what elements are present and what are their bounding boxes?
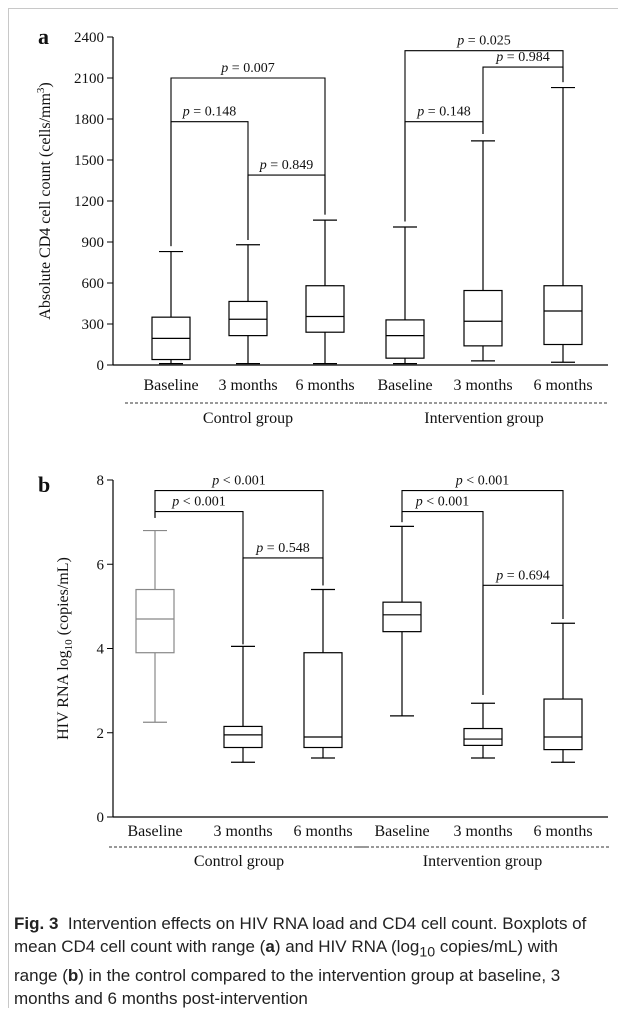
panel-a-label: a bbox=[38, 24, 49, 49]
caption-subscript: 10 bbox=[419, 944, 436, 961]
panel-b-box-4-iqr-rect bbox=[382, 601, 422, 633]
panel-a-y-tick-label-2100: 2100 bbox=[74, 71, 104, 87]
panel-a-y-tick-label-1800: 1800 bbox=[74, 112, 104, 128]
panel-a-comparison-3-bracket bbox=[247, 174, 326, 240]
panel-a-category-label-2: 3 months bbox=[218, 377, 277, 394]
caption-text-2: ) and HIV RNA (log bbox=[274, 937, 420, 956]
panel-b-y-tick-label-8: 8 bbox=[97, 473, 105, 489]
panel-b-box-1-iqr-rect bbox=[135, 588, 175, 654]
panel-b-comparison-4-p-value-label: p < 0.001 bbox=[455, 474, 509, 489]
panel-a-y-tick-label-600: 600 bbox=[82, 276, 105, 292]
boxplot-figure: a 0 300 600 900 1200 1500 1800 2100 2400 Absolute … bbox=[35, 24, 609, 870]
panel-a-box-4-iqr-rect bbox=[385, 319, 425, 359]
panel-b-category-label-2: 3 months bbox=[213, 823, 272, 840]
panel-a-comparison-2-p-value-label: p = 0.148 bbox=[182, 105, 236, 120]
panel-b-category-label-3: 6 months bbox=[293, 823, 352, 840]
panel-a-comparison-5-p-value-label: p = 0.148 bbox=[416, 105, 470, 120]
panel-b-y-axis-label: HIV RNA log10 (copies/mL) bbox=[55, 557, 75, 740]
panel-a-category-label-4: Baseline bbox=[377, 377, 432, 394]
panel-a-y-tick-label-0: 0 bbox=[97, 358, 105, 374]
panel-b-y-tick-label-4: 4 bbox=[97, 642, 105, 658]
panel-a-comparison-5-bracket bbox=[404, 121, 484, 222]
panel-a-box-3-iqr-rect bbox=[305, 285, 345, 333]
figure-border-top bbox=[8, 8, 618, 9]
panel-a-category-label-5: 3 months bbox=[453, 377, 512, 394]
panel-b-box-3-iqr-rect bbox=[303, 652, 343, 749]
panel-a-y-tick-label-300: 300 bbox=[82, 317, 105, 333]
panel-b-category-label-1: Baseline bbox=[127, 823, 182, 840]
panel-a-y-tick-label-2400: 2400 bbox=[74, 30, 104, 46]
panel-b-comparison-3-p-value-label: p = 0.548 bbox=[255, 541, 309, 556]
panel-a-group-label-1: Control group bbox=[203, 410, 293, 427]
panel-b-comparison-5-p-value-label: p < 0.001 bbox=[415, 495, 469, 510]
panel-b-comparison-6-p-value-label: p = 0.694 bbox=[495, 568, 549, 583]
panel-b-comparison-2-p-value-label: p < 0.001 bbox=[171, 495, 225, 510]
panel-a-comparison-3-p-value-label: p = 0.849 bbox=[259, 158, 313, 173]
caption-text-3: copies/mL) with range ( bbox=[14, 937, 558, 986]
panel-b-box-5-iqr-rect bbox=[463, 727, 503, 746]
caption-panel-a: a bbox=[265, 937, 275, 956]
figure-border-left bbox=[8, 8, 9, 1008]
panel-b-group-label-2: Intervention group bbox=[423, 853, 543, 870]
panel-a-category-label-6: 6 months bbox=[533, 377, 592, 394]
panel-b-comparison-1-p-value-label: p < 0.001 bbox=[211, 474, 265, 489]
panel-a-comparison-6-p-value-label: p = 0.984 bbox=[495, 50, 549, 65]
panel-a-box-2-iqr-rect bbox=[228, 300, 268, 337]
panel-a-category-label-1: Baseline bbox=[143, 377, 198, 394]
caption-text-1: Boxplots of mean CD4 cell count with ran… bbox=[14, 914, 587, 956]
panel-a-y-tick-label-1200: 1200 bbox=[74, 194, 104, 210]
panel-b-box-6-iqr-rect bbox=[543, 698, 583, 751]
caption-figure-label: Fig. 3 bbox=[14, 914, 59, 933]
panel-b-y-tick-label-2: 2 bbox=[97, 726, 105, 742]
caption-title: Intervention effects on HIV RNA load and… bbox=[67, 914, 498, 933]
panel-a-box-6-iqr-rect bbox=[543, 285, 583, 346]
panel-b-category-label-5: 3 months bbox=[453, 823, 512, 840]
panel-b-box-2-iqr-rect bbox=[223, 725, 263, 749]
caption-text-4: ) in the control compared to the interve… bbox=[14, 966, 561, 1009]
panel-a-group-label-2: Intervention group bbox=[424, 410, 544, 427]
panel-b-group-label-1: Control group bbox=[194, 853, 284, 870]
panel-b-category-label-4: Baseline bbox=[374, 823, 429, 840]
panel-b-y-tick-label-6: 6 bbox=[97, 557, 105, 573]
panel-a-comparison-6-bracket bbox=[482, 66, 564, 135]
panel-b-y-tick-label-0: 0 bbox=[97, 810, 105, 826]
panel-a-comparison-4-bracket bbox=[404, 50, 564, 222]
panel-a-box-5-iqr-rect bbox=[463, 289, 503, 347]
panel-a-comparison-2-bracket bbox=[170, 121, 249, 247]
panel-b-comparison-1-bracket bbox=[154, 489, 324, 586]
panel-b-comparison-3-bracket bbox=[242, 557, 324, 645]
panel-a-y-tick-label-1500: 1500 bbox=[74, 153, 104, 169]
panel-a-y-axis-label: Absolute CD4 cell count (cells/mm3) bbox=[35, 82, 54, 319]
panel-a-comparison-4-p-value-label: p = 0.025 bbox=[456, 34, 510, 49]
panel-b-category-label-6: 6 months bbox=[533, 823, 592, 840]
panel-a-comparison-1-p-value-label: p = 0.007 bbox=[220, 61, 274, 76]
panel-b-comparison-4-bracket bbox=[401, 489, 564, 620]
panel-b-comparison-6-bracket bbox=[482, 584, 564, 695]
caption-panel-b: b bbox=[67, 966, 79, 986]
panel-b-label: b bbox=[38, 472, 50, 497]
panel-a-category-label-3: 6 months bbox=[295, 377, 354, 394]
figure-caption: Fig. 3 Intervention effects on HIV RNA l… bbox=[14, 912, 604, 1010]
panel-a-y-tick-label-900: 900 bbox=[82, 235, 105, 251]
